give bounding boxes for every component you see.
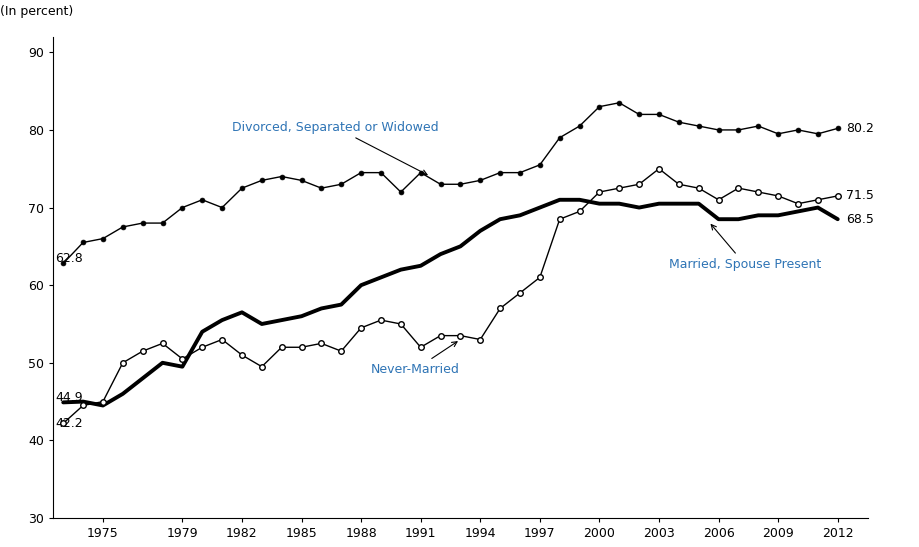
Text: 68.5: 68.5 — [845, 213, 872, 226]
Text: 62.8: 62.8 — [55, 252, 83, 265]
Text: 71.5: 71.5 — [845, 189, 872, 202]
Text: 42.2: 42.2 — [55, 417, 83, 430]
Text: 80.2: 80.2 — [845, 122, 872, 135]
Text: (In percent): (In percent) — [0, 4, 74, 18]
Text: Married, Spouse Present: Married, Spouse Present — [668, 225, 821, 271]
Text: Divorced, Separated or Widowed: Divorced, Separated or Widowed — [232, 121, 438, 174]
Text: 44.9: 44.9 — [55, 391, 83, 404]
Text: Never-Married: Never-Married — [370, 342, 460, 376]
